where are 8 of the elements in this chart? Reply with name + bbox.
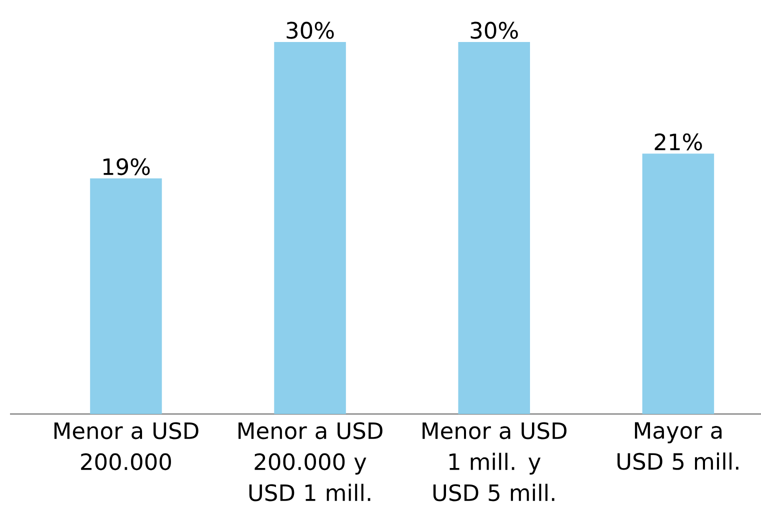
x-tick-label: Mayor a USD 5 mill. [618, 422, 738, 470]
x-tick-label: Menor a USD 200.000 y USD 1 mill. [238, 422, 382, 502]
data-label: 19% [103, 158, 150, 176]
data-label: 21% [654, 133, 702, 150]
data-label: 30% [470, 22, 518, 39]
x-tick-label: Menor a USD 200.000 [54, 422, 198, 470]
x-tick-label: Menor a USD 1 mill. y USD 5 mill. [422, 422, 566, 502]
data-label: 30% [286, 22, 334, 39]
